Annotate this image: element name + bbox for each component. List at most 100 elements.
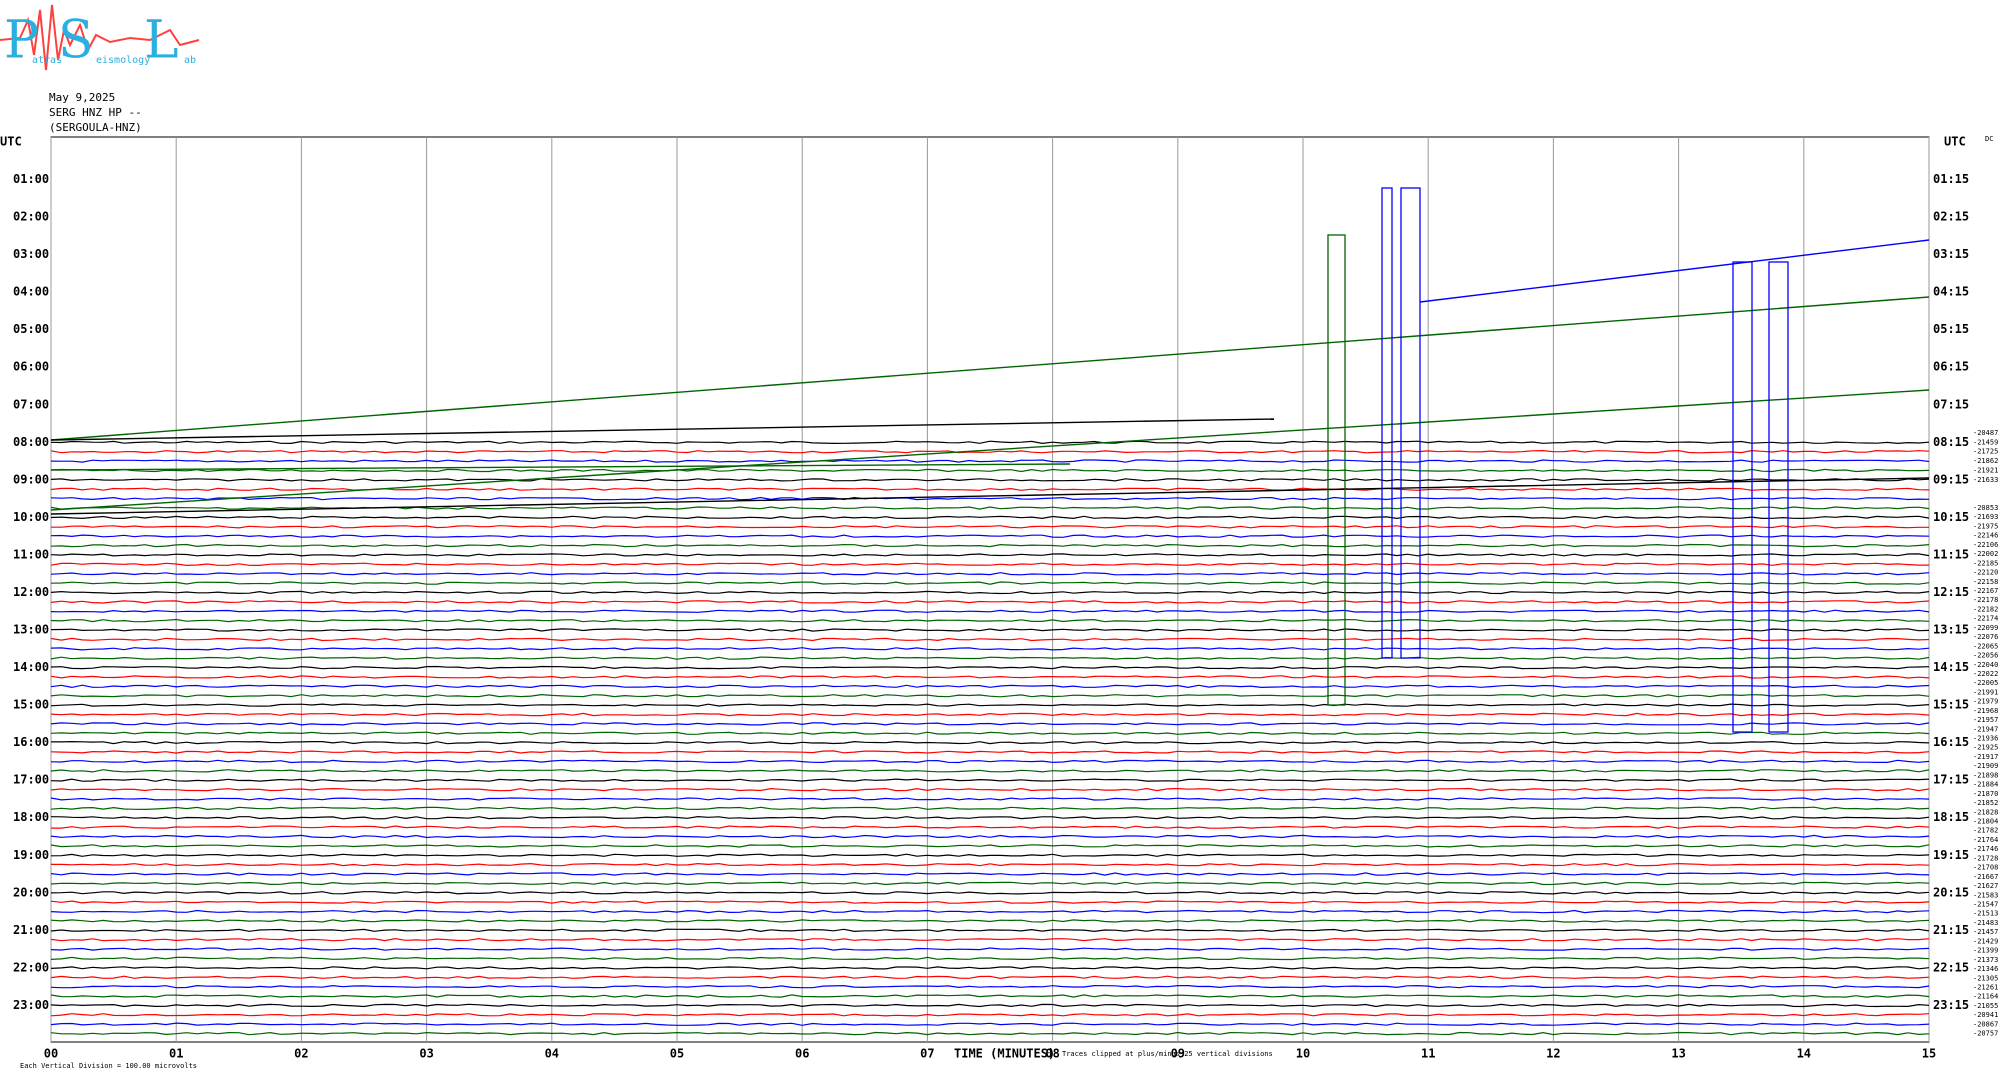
trace — [50, 928, 1930, 933]
trace-count: -22005 — [1973, 679, 1998, 687]
trace — [50, 449, 1930, 454]
trace-count: -21373 — [1973, 956, 1998, 964]
header-line: SERG HNZ HP -- — [49, 106, 142, 119]
x-tick-label: 03 — [419, 1047, 433, 1061]
right-time-label: 22:15 — [1933, 960, 1969, 974]
trace — [50, 806, 1930, 811]
right-time-label: 15:15 — [1933, 698, 1969, 712]
left-time-label: 07:00 — [13, 397, 49, 411]
corner-label: DC — [1985, 135, 1993, 143]
trace — [50, 496, 1930, 501]
left-time-label: 09:00 — [13, 472, 49, 486]
trace — [50, 684, 1930, 689]
logo-letter: S — [58, 11, 94, 71]
trace — [50, 296, 1930, 441]
x-tick-label: 01 — [169, 1047, 183, 1061]
trace — [50, 440, 1930, 445]
x-tick-label: 14 — [1797, 1047, 1811, 1061]
trace — [50, 553, 1930, 557]
trace — [50, 665, 1930, 670]
trace-count: -21746 — [1973, 845, 1998, 853]
trace — [50, 1022, 1930, 1026]
trace — [50, 900, 1930, 904]
trace-count: -21725 — [1973, 448, 1998, 456]
trace — [50, 647, 1930, 651]
trace — [50, 487, 1930, 491]
left-time-label: 05:00 — [13, 322, 49, 336]
left-time-label: 01:00 — [13, 172, 49, 186]
trace — [50, 628, 1930, 632]
trace — [50, 853, 1930, 857]
x-tick-label: 11 — [1421, 1047, 1435, 1061]
trace — [50, 872, 1930, 876]
right-time-label: 04:15 — [1933, 285, 1969, 299]
trace-count: -21898 — [1973, 771, 1998, 779]
right-time-label: 08:15 — [1933, 435, 1969, 449]
trace-count: -22167 — [1973, 587, 1998, 595]
trace-count: -21804 — [1973, 818, 1998, 826]
trace-count: -21457 — [1973, 928, 1998, 936]
clipped-trace — [1381, 187, 1393, 659]
trace-count: -21708 — [1973, 864, 1998, 872]
left-time-label: 04:00 — [13, 285, 49, 299]
trace — [51, 740, 1930, 745]
trace-count: -20757 — [1973, 1030, 1998, 1038]
trace — [50, 459, 1930, 463]
left-time-label: 08:00 — [13, 435, 49, 449]
trace — [50, 571, 1930, 576]
trace — [50, 581, 1930, 585]
left-time-label: 19:00 — [13, 848, 49, 862]
left-time-label: 13:00 — [13, 623, 49, 637]
right-time-label: 14:15 — [1933, 660, 1969, 674]
logo-word: ab — [184, 55, 196, 66]
left-axis-title: UTC — [0, 135, 22, 149]
trace-count: -21979 — [1973, 698, 1998, 706]
trace-count: -21164 — [1973, 993, 1998, 1001]
trace — [50, 675, 1930, 679]
trace — [50, 937, 1930, 942]
right-time-label: 05:15 — [1933, 322, 1969, 336]
header-line: (SERGOULA-HNZ) — [49, 121, 142, 134]
trace-count: -21305 — [1973, 974, 1998, 982]
trace-count: -22182 — [1973, 605, 1998, 613]
trace — [50, 797, 1930, 801]
trace — [50, 787, 1930, 792]
trace-count: -21429 — [1973, 937, 1998, 945]
trace-count: -21968 — [1973, 707, 1998, 715]
left-time-label: 15:00 — [13, 698, 49, 712]
trace — [50, 712, 1930, 717]
x-tick-label: 02 — [294, 1047, 308, 1061]
trace-count: -21957 — [1973, 716, 1998, 724]
trace-count: -21459 — [1973, 438, 1998, 446]
trace — [50, 919, 1930, 923]
trace — [50, 600, 1930, 604]
logo-squiggle — [0, 4, 200, 71]
trace-count: -21909 — [1973, 762, 1998, 770]
trace — [50, 994, 1930, 998]
trace — [50, 703, 1930, 707]
x-tick-label: 09 — [1171, 1047, 1185, 1061]
plot-frame — [50, 136, 1930, 1043]
right-time-label: 19:15 — [1933, 848, 1969, 862]
trace — [51, 825, 1930, 829]
left-time-label: 06:00 — [13, 360, 49, 374]
trace — [50, 956, 1930, 961]
trace-count: -21936 — [1973, 735, 1998, 743]
trace — [50, 534, 1930, 538]
left-time-label: 16:00 — [13, 735, 49, 749]
right-time-label: 09:15 — [1933, 472, 1969, 486]
trace — [50, 731, 1930, 735]
trace-count: -21513 — [1973, 910, 1998, 918]
left-time-label: 18:00 — [13, 810, 49, 824]
trace-count: -21917 — [1973, 753, 1998, 761]
right-time-label: 02:15 — [1933, 210, 1969, 224]
trace — [50, 590, 1930, 595]
x-tick-label: 00 — [44, 1047, 58, 1061]
clipped-trace — [1327, 234, 1346, 706]
trace-count: -21921 — [1973, 466, 1998, 474]
right-time-label: 01:15 — [1933, 172, 1969, 186]
trace — [50, 389, 1930, 511]
trace — [1419, 239, 1930, 303]
right-time-label: 03:15 — [1933, 247, 1969, 261]
